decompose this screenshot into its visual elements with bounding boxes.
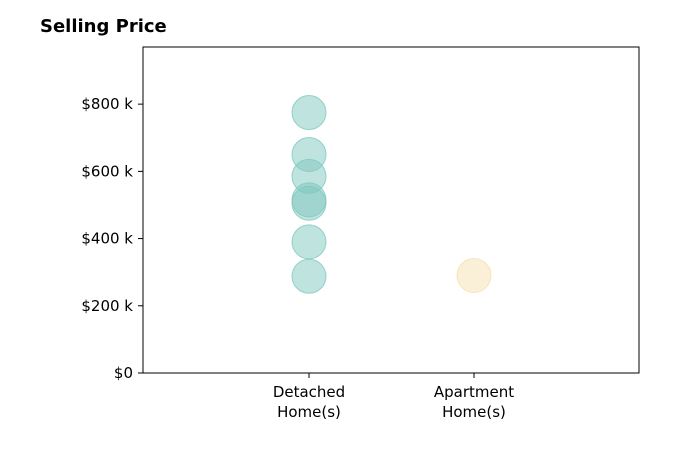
data-point — [291, 185, 327, 221]
chart-title: Selling Price — [40, 16, 167, 37]
axes — [138, 46, 640, 378]
x-tick-label: Apartment Home(s) — [434, 383, 514, 421]
y-tick-label: $600 k — [81, 162, 133, 180]
x-tick-label: Detached Home(s) — [273, 383, 345, 421]
tick-labels: $0 $200 k $400 k $600 k $800 k Detached Home(s… — [81, 95, 514, 421]
data-point — [291, 95, 327, 131]
data-points — [291, 95, 492, 294]
plot-frame — [142, 46, 640, 374]
y-tick-label: $400 k — [81, 230, 133, 248]
data-point — [291, 224, 327, 260]
y-tick-label: $800 k — [81, 95, 133, 113]
data-point — [456, 258, 492, 294]
y-tick-label: $200 k — [81, 297, 133, 315]
data-point — [291, 258, 327, 294]
y-tick-label: $0 — [114, 364, 133, 382]
